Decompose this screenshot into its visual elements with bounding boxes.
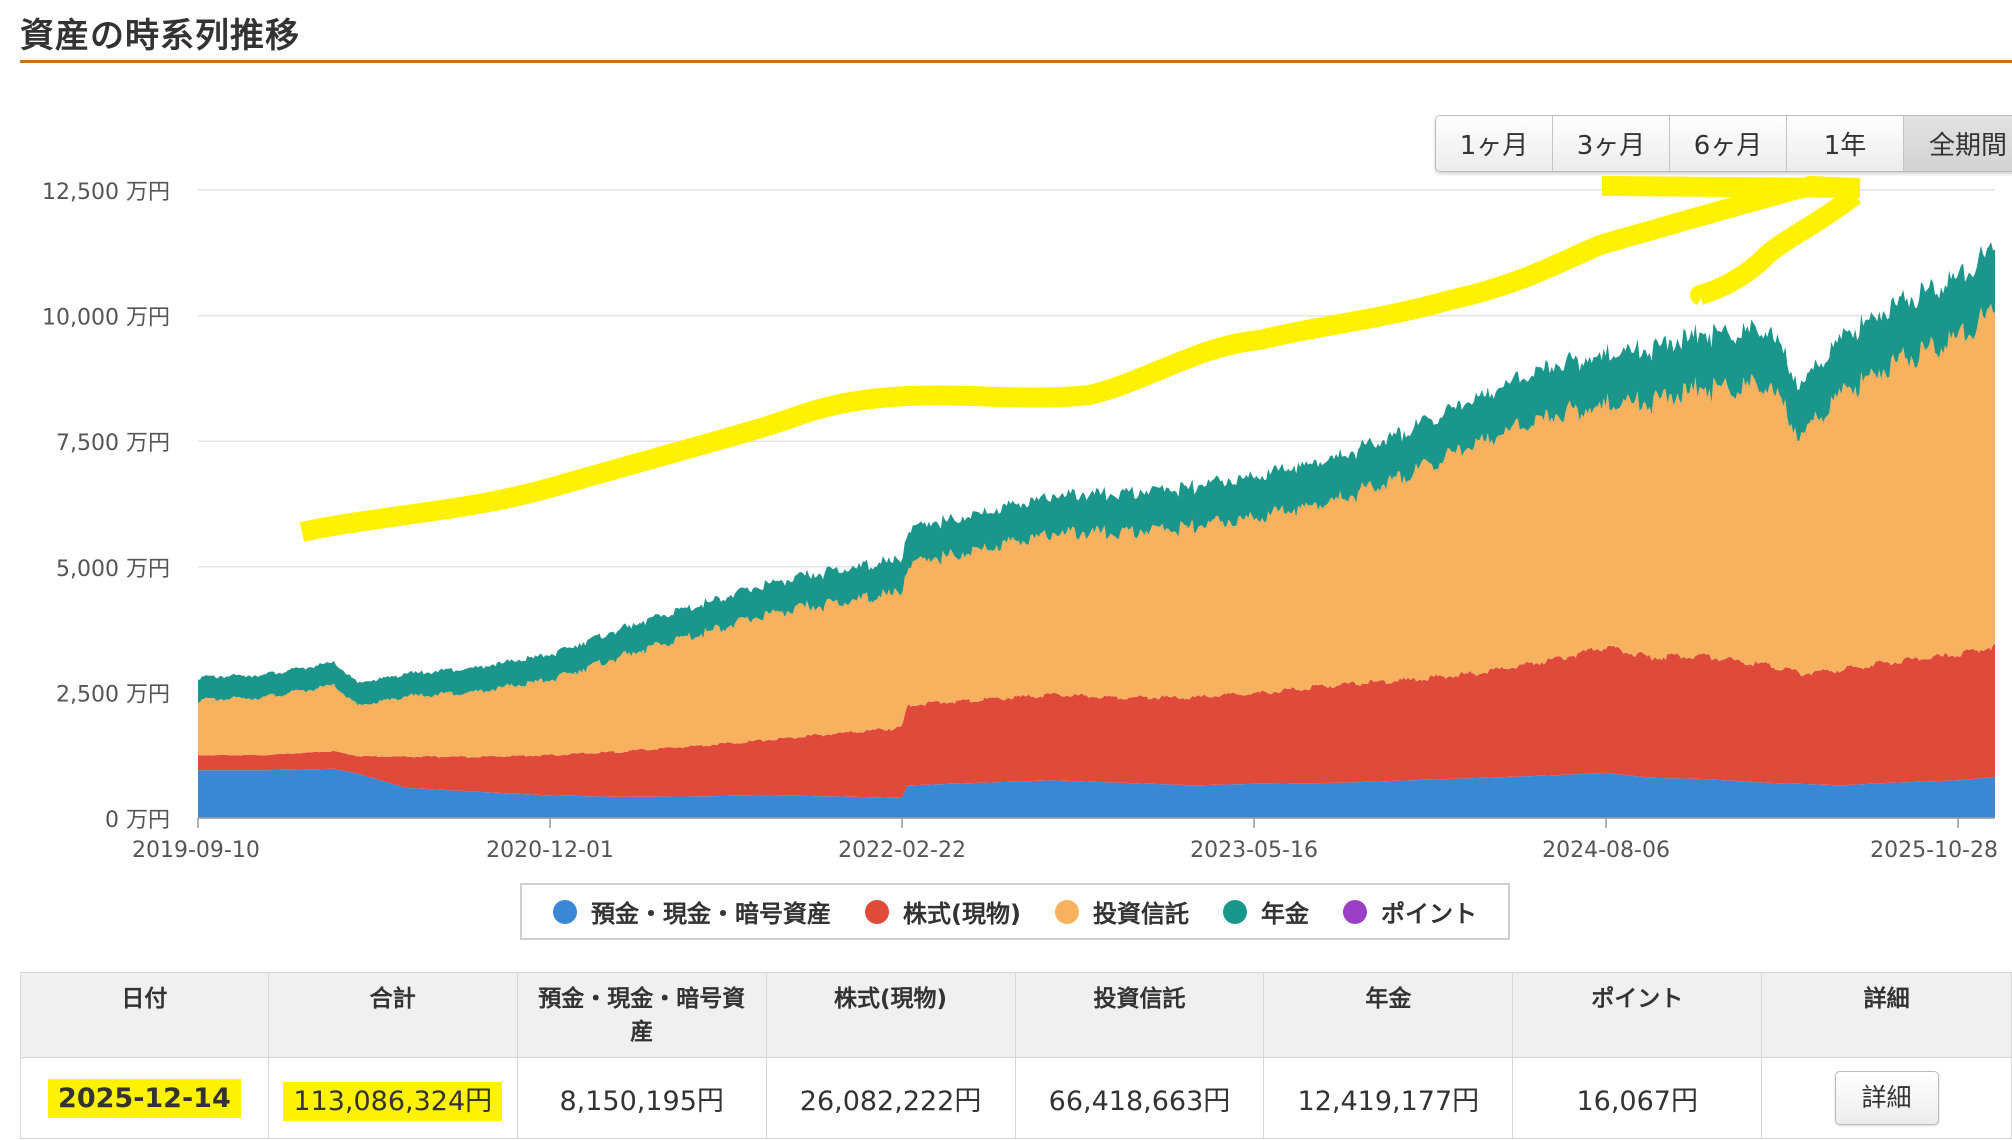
legend-label: 預金・現金・暗号資産 (591, 900, 832, 928)
x-tick-label: 2022-02-22 (838, 838, 966, 863)
cell-stocks: 26,082,222円 (765, 1057, 1016, 1139)
page-title: 資産の時系列推移 (20, 16, 300, 56)
header-total: 合計 (267, 972, 518, 1058)
annotation-arrow-head-bottom (1690, 187, 1862, 305)
cell-total: 113,086,324円 (267, 1057, 518, 1139)
header-stocks: 株式(現物) (765, 972, 1016, 1058)
legend-item-deposit[interactable]: 預金・現金・暗号資産 (553, 894, 831, 929)
x-tick-label: 2020-12-01 (486, 838, 614, 863)
header-detail: 詳細 (1761, 972, 2012, 1058)
legend-dot-icon (553, 899, 578, 924)
x-tick-label: 2023-05-16 (1190, 838, 1318, 863)
range-1-month-button[interactable]: 1ヶ月 (1436, 116, 1553, 171)
annotation-arrow-head-top (1601, 176, 1861, 198)
legend-dot-icon (1222, 899, 1247, 924)
y-tick-label: 10,000 万円 (42, 306, 170, 331)
chart-legend: 預金・現金・暗号資産 株式(現物) 投資信託 年金 ポイント (520, 883, 1510, 940)
y-tick-label: 0 万円 (105, 808, 170, 833)
legend-label: 投資信託 (1092, 900, 1189, 928)
table-header-row: 日付 合計 預金・現金・暗号資産 株式(現物) 投資信託 年金 ポイント 詳細 (20, 972, 2012, 1058)
legend-label: ポイント (1380, 900, 1477, 928)
x-tick-label: 2024-08-06 (1542, 838, 1670, 863)
y-tick-label: 2,500 万円 (56, 682, 170, 707)
title-divider (20, 60, 2012, 63)
legend-item-funds[interactable]: 投資信託 (1054, 894, 1189, 929)
asset-table: 日付 合計 預金・現金・暗号資産 株式(現物) 投資信託 年金 ポイント 詳細 … (20, 972, 2012, 1139)
area-series (198, 768, 1995, 818)
highlighted-date: 2025-12-14 (48, 1078, 241, 1118)
range-all-button[interactable]: 全期間 (1904, 116, 2012, 171)
table-row: 2025-12-14 113,086,324円 8,150,195円 26,08… (20, 1057, 2012, 1139)
range-1-year-button[interactable]: 1年 (1787, 116, 1904, 171)
cell-deposit: 8,150,195円 (516, 1057, 767, 1139)
header-funds: 投資信託 (1014, 972, 1265, 1058)
cell-date: 2025-12-14 (20, 1057, 269, 1139)
x-tick-label: 2019-09-10 (132, 838, 260, 863)
header-date: 日付 (20, 972, 269, 1058)
legend-item-points[interactable]: ポイント (1342, 894, 1477, 929)
y-tick-label: 7,500 万円 (56, 431, 170, 456)
area-series (198, 643, 1995, 798)
legend-label: 株式(現物) (903, 900, 1021, 928)
cell-detail: 詳細 (1761, 1057, 2012, 1139)
header-points: ポイント (1512, 972, 1763, 1058)
legend-item-pension[interactable]: 年金 (1222, 894, 1309, 929)
cell-pension: 12,419,177円 (1263, 1057, 1514, 1139)
legend-dot-icon (1054, 899, 1079, 924)
highlighted-total: 113,086,324円 (283, 1081, 503, 1121)
asset-area-chart: 0 万円 2,500 万円 5,000 万円 7,500 万円 10,000 万円 12,… (42, 176, 1998, 863)
legend-item-stocks[interactable]: 株式(現物) (865, 894, 1021, 929)
detail-button[interactable]: 詳細 (1834, 1071, 1939, 1125)
legend-dot-icon (865, 899, 890, 924)
y-tick-label: 5,000 万円 (56, 557, 170, 582)
legend-dot-icon (1342, 899, 1367, 924)
y-tick-label: 12,500 万円 (42, 180, 170, 205)
x-tick-label: 2025-10-28 (1870, 838, 1998, 863)
annotation-arrow-line (299, 176, 1861, 542)
legend-label: 年金 (1260, 900, 1309, 928)
cell-funds: 66,418,663円 (1014, 1057, 1265, 1139)
header-deposit: 預金・現金・暗号資産 (516, 972, 767, 1058)
header-pension: 年金 (1263, 972, 1514, 1058)
range-selector: 1ヶ月 3ヶ月 6ヶ月 1年 全期間 (1435, 115, 2012, 172)
range-6-month-button[interactable]: 6ヶ月 (1670, 116, 1787, 171)
cell-points: 16,067円 (1512, 1057, 1763, 1139)
area-series (198, 303, 1995, 758)
range-3-month-button[interactable]: 3ヶ月 (1553, 116, 1670, 171)
